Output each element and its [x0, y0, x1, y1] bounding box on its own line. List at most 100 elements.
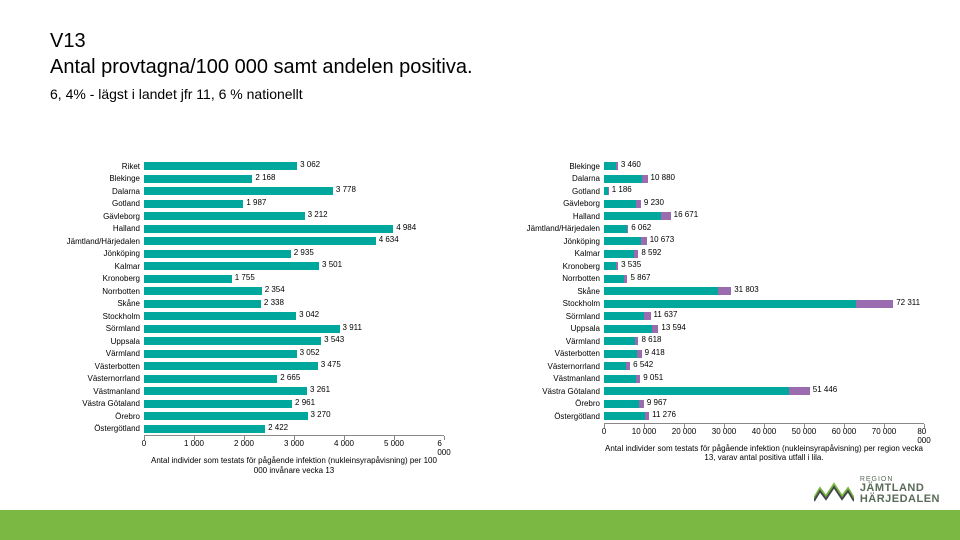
- bar-main: [604, 225, 627, 233]
- row-plot: 11 637: [604, 310, 930, 323]
- row-label: Stockholm: [40, 312, 144, 321]
- row-label: Gotland: [500, 187, 604, 196]
- row-label: Uppsala: [500, 324, 604, 333]
- bar-main: [144, 200, 243, 208]
- row-label: Västernorrland: [40, 374, 144, 383]
- bar-main: [604, 275, 624, 283]
- x-tick-label: 0: [142, 439, 146, 448]
- chart-row: Kronoberg3 535: [500, 260, 930, 273]
- chart-row: Östergötland2 422: [40, 423, 470, 436]
- bar-value-label: 31 803: [734, 285, 758, 294]
- bar-main: [604, 325, 652, 333]
- bar-main: [144, 250, 291, 258]
- bar-main: [144, 262, 319, 270]
- chart-row: Gävleborg3 212: [40, 210, 470, 223]
- row-plot: 3 535: [604, 260, 930, 273]
- row-plot: 3 475: [144, 360, 470, 373]
- row-label: Halland: [40, 224, 144, 233]
- page-title: V13: [50, 30, 86, 53]
- bar-value-label: 13 594: [661, 323, 685, 332]
- bar-main: [144, 337, 321, 345]
- row-plot: 13 594: [604, 323, 930, 336]
- bar-main: [604, 287, 718, 295]
- row-plot: 2 665: [144, 373, 470, 386]
- bar-main: [144, 362, 318, 370]
- chart-row: Dalarna3 778: [40, 185, 470, 198]
- row-plot: 51 446: [604, 385, 930, 398]
- row-label: Riket: [40, 162, 144, 171]
- chart-row: Västmanland9 051: [500, 373, 930, 386]
- x-tick-label: 3 000: [284, 439, 304, 448]
- bar-main: [144, 225, 393, 233]
- bar-value-label: 3 778: [336, 185, 356, 194]
- row-label: Västra Götaland: [40, 399, 144, 408]
- row-plot: 3 778: [144, 185, 470, 198]
- row-label: Västerbotten: [40, 362, 144, 371]
- row-plot: 3 261: [144, 385, 470, 398]
- bar-value-label: 9 967: [647, 398, 667, 407]
- row-plot: 72 311: [604, 298, 930, 311]
- bar-value-label: 6 062: [631, 223, 651, 232]
- bar-positive: [789, 387, 810, 395]
- chart-row: Västerbotten9 418: [500, 348, 930, 361]
- bar-value-label: 16 671: [674, 210, 698, 219]
- row-plot: 3 062: [144, 160, 470, 173]
- chart-row: Riket 3 062: [40, 160, 470, 173]
- bar-main: [604, 312, 644, 320]
- bar-main: [144, 275, 232, 283]
- bar-main: [144, 300, 261, 308]
- chart-row: Jämtland/Härjedalen 6 062: [500, 223, 930, 236]
- bar-main: [604, 337, 635, 345]
- bar-positive: [641, 237, 647, 245]
- bar-value-label: 10 673: [650, 235, 674, 244]
- row-plot: 3 270: [144, 410, 470, 423]
- chart-row: Jönköping10 673: [500, 235, 930, 248]
- bar-value-label: 9 230: [644, 198, 664, 207]
- bar-value-label: 3 062: [300, 160, 320, 169]
- bar-value-label: 3 052: [300, 348, 320, 357]
- bar-main: [144, 287, 262, 295]
- row-label: Gävleborg: [40, 212, 144, 221]
- chart-row: Sörmland3 911: [40, 323, 470, 336]
- bar-main: [604, 375, 636, 383]
- bar-positive: [645, 412, 650, 420]
- chart-row: Gotland1 186: [500, 185, 930, 198]
- bar-positive: [639, 400, 644, 408]
- chart-row: Västmanland3 261: [40, 385, 470, 398]
- bar-value-label: 72 311: [896, 298, 920, 307]
- chart-row: Halland4 984: [40, 223, 470, 236]
- row-plot: 11 276: [604, 410, 930, 423]
- row-label: Jämtland/Härjedalen: [500, 224, 604, 233]
- logo-mark-icon: [814, 479, 854, 503]
- bar-positive: [636, 375, 640, 383]
- bar-main: [144, 412, 308, 420]
- x-tick-label: 40 000: [752, 427, 776, 436]
- bar-value-label: 3 911: [343, 323, 362, 332]
- chart-row: Kalmar3 501: [40, 260, 470, 273]
- bar-value-label: 2 422: [268, 423, 288, 432]
- row-plot: 2 961: [144, 398, 470, 411]
- bar-positive: [637, 350, 642, 358]
- bar-main: [144, 425, 265, 433]
- row-label: Värmland: [40, 349, 144, 358]
- x-tick-label: 70 000: [872, 427, 896, 436]
- bar-value-label: 8 592: [641, 248, 661, 257]
- bar-positive: [652, 325, 659, 333]
- bar-value-label: 2 665: [280, 373, 300, 382]
- bar-value-label: 3 501: [322, 260, 342, 269]
- row-plot: 2 354: [144, 285, 470, 298]
- row-plot: 3 501: [144, 260, 470, 273]
- row-plot: 10 673: [604, 235, 930, 248]
- x-tick-label: 20 000: [672, 427, 696, 436]
- bar-value-label: 2 168: [255, 173, 275, 182]
- row-label: Skåne: [500, 287, 604, 296]
- bar-value-label: 3 543: [324, 335, 344, 344]
- bar-main: [604, 350, 637, 358]
- bar-main: [144, 175, 252, 183]
- bar-positive: [634, 250, 638, 258]
- bar-value-label: 1 755: [235, 273, 255, 282]
- chart-row: Sörmland11 637: [500, 310, 930, 323]
- bar-positive: [856, 300, 894, 308]
- row-plot: 31 803: [604, 285, 930, 298]
- bar-positive: [661, 212, 670, 220]
